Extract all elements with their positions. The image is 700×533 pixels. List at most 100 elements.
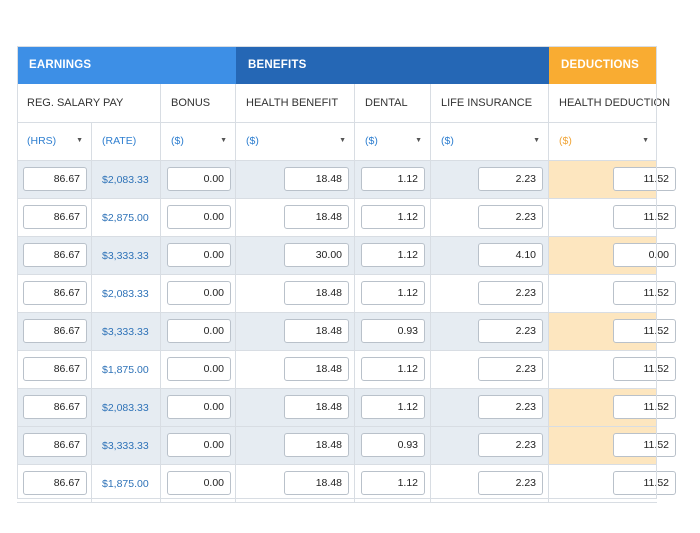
earnings-group-header: EARNINGS — [17, 46, 236, 84]
rate-link[interactable]: $3,333.33 — [102, 326, 149, 338]
dental-input[interactable]: 1.12 — [361, 167, 425, 191]
header-dental: DENTAL — [355, 84, 431, 122]
unit-header-row: (HRS) ▼ (RATE) ($) ▼ ($) ▼ ($) ▼ ($) ▼ ($) ▼ — [17, 122, 657, 161]
unit-label: ($) — [246, 135, 259, 147]
unit-dropdown-rate[interactable]: (RATE) — [92, 122, 161, 160]
benefits-group-header: BENEFITS — [236, 46, 549, 84]
rate-link[interactable]: $2,083.33 — [102, 174, 149, 186]
header-life-insurance: LIFE INSURANCE — [431, 84, 549, 122]
unit-label: ($) — [365, 135, 378, 147]
rate-link[interactable]: $1,875.00 — [102, 478, 149, 490]
life-insurance-input[interactable]: 2.23 — [478, 395, 543, 419]
health-benefit-input[interactable]: 18.48 — [284, 357, 349, 381]
dental-input[interactable]: 0.93 — [361, 433, 425, 457]
health-deduction-input[interactable]: 11.52 — [613, 471, 676, 495]
health-deduction-input[interactable]: 11.52 — [613, 357, 676, 381]
hrs-input[interactable]: 86.67 — [23, 167, 87, 191]
health-benefit-input[interactable]: 18.48 — [284, 167, 349, 191]
hrs-input[interactable]: 86.67 — [23, 433, 87, 457]
health-benefit-input[interactable]: 30.00 — [284, 243, 349, 267]
life-insurance-input[interactable]: 2.23 — [478, 319, 543, 343]
unit-dropdown-deduction[interactable]: ($) ▼ — [549, 122, 657, 160]
dropdown-arrow-icon: ▼ — [220, 137, 227, 144]
table-row: 86.67 $3,333.33 0.00 18.48 0.93 2.23 11.… — [17, 427, 676, 465]
rate-link[interactable]: $3,333.33 — [102, 250, 149, 262]
unit-label: (HRS) — [27, 135, 57, 147]
dropdown-arrow-icon: ▼ — [533, 137, 540, 144]
bonus-input[interactable]: 0.00 — [167, 357, 231, 381]
unit-label: (RATE) — [102, 135, 137, 147]
hrs-input[interactable]: 86.67 — [23, 281, 87, 305]
table-row: 86.67 $2,083.33 0.00 18.48 1.12 2.23 11.… — [17, 389, 676, 427]
life-insurance-input[interactable]: 2.23 — [478, 205, 543, 229]
life-insurance-input[interactable]: 2.23 — [478, 281, 543, 305]
dropdown-arrow-icon: ▼ — [642, 137, 649, 144]
unit-dropdown-bonus[interactable]: ($) ▼ — [161, 122, 236, 160]
dental-input[interactable]: 0.93 — [361, 319, 425, 343]
unit-dropdown-hrs[interactable]: (HRS) ▼ — [17, 122, 92, 160]
table-row: 86.67 $2,875.00 0.00 18.48 1.12 2.23 11.… — [17, 199, 676, 237]
unit-label: ($) — [171, 135, 184, 147]
health-deduction-input[interactable]: 0.00 — [613, 243, 676, 267]
life-insurance-input[interactable]: 2.23 — [478, 357, 543, 381]
dropdown-arrow-icon: ▼ — [415, 137, 422, 144]
hrs-input[interactable]: 86.67 — [23, 357, 87, 381]
unit-label: ($) — [559, 135, 572, 147]
dental-input[interactable]: 1.12 — [361, 395, 425, 419]
dental-input[interactable]: 1.12 — [361, 243, 425, 267]
unit-dropdown-life[interactable]: ($) ▼ — [431, 122, 549, 160]
hrs-input[interactable]: 86.67 — [23, 319, 87, 343]
hrs-input[interactable]: 86.67 — [23, 205, 87, 229]
hrs-input[interactable]: 86.67 — [23, 243, 87, 267]
dropdown-arrow-icon: ▼ — [76, 137, 83, 144]
table-row: 86.67 $1,875.00 0.00 18.48 1.12 2.23 11.… — [17, 351, 676, 389]
life-insurance-input[interactable]: 2.23 — [478, 471, 543, 495]
bonus-input[interactable]: 0.00 — [167, 167, 231, 191]
life-insurance-input[interactable]: 2.23 — [478, 433, 543, 457]
table-row: 86.67 $2,083.33 0.00 18.48 1.12 2.23 11.… — [17, 275, 676, 313]
column-header-row: REG. SALARY PAY BONUS HEALTH BENEFIT DEN… — [17, 84, 670, 123]
bonus-input[interactable]: 0.00 — [167, 243, 231, 267]
dropdown-arrow-icon: ▼ — [339, 137, 346, 144]
unit-dropdown-health[interactable]: ($) ▼ — [236, 122, 355, 160]
health-deduction-input[interactable]: 11.52 — [613, 167, 676, 191]
header-reg-salary-pay: REG. SALARY PAY — [17, 84, 161, 122]
dental-input[interactable]: 1.12 — [361, 471, 425, 495]
life-insurance-input[interactable]: 4.10 — [478, 243, 543, 267]
health-deduction-input[interactable]: 11.52 — [613, 395, 676, 419]
health-benefit-input[interactable]: 18.48 — [284, 281, 349, 305]
health-benefit-input[interactable]: 18.48 — [284, 205, 349, 229]
health-benefit-input[interactable]: 18.48 — [284, 471, 349, 495]
rate-link[interactable]: $2,083.33 — [102, 402, 149, 414]
unit-dropdown-dental[interactable]: ($) ▼ — [355, 122, 431, 160]
bonus-input[interactable]: 0.00 — [167, 205, 231, 229]
health-deduction-input[interactable]: 11.52 — [613, 319, 676, 343]
life-insurance-input[interactable]: 2.23 — [478, 167, 543, 191]
hrs-input[interactable]: 86.67 — [23, 395, 87, 419]
bonus-input[interactable]: 0.00 — [167, 319, 231, 343]
health-benefit-input[interactable]: 18.48 — [284, 395, 349, 419]
dental-input[interactable]: 1.12 — [361, 357, 425, 381]
health-deduction-input[interactable]: 11.52 — [613, 281, 676, 305]
hrs-input[interactable]: 86.67 — [23, 471, 87, 495]
table-row: 86.67 $3,333.33 0.00 18.48 0.93 2.23 11.… — [17, 313, 676, 351]
bonus-input[interactable]: 0.00 — [167, 471, 231, 495]
health-benefit-input[interactable]: 18.48 — [284, 319, 349, 343]
rate-link[interactable]: $2,875.00 — [102, 212, 149, 224]
deductions-group-header: DEDUCTIONS — [549, 46, 657, 84]
dental-input[interactable]: 1.12 — [361, 205, 425, 229]
bonus-input[interactable]: 0.00 — [167, 395, 231, 419]
table-row: 86.67 $3,333.33 0.00 30.00 1.12 4.10 0.0… — [17, 237, 676, 275]
dental-input[interactable]: 1.12 — [361, 281, 425, 305]
header-health-benefit: HEALTH BENEFIT — [236, 84, 355, 122]
unit-label: ($) — [441, 135, 454, 147]
bonus-input[interactable]: 0.00 — [167, 433, 231, 457]
health-deduction-input[interactable]: 11.52 — [613, 205, 676, 229]
health-benefit-input[interactable]: 18.48 — [284, 433, 349, 457]
rate-link[interactable]: $2,083.33 — [102, 288, 149, 300]
bonus-input[interactable]: 0.00 — [167, 281, 231, 305]
header-bonus: BONUS — [161, 84, 236, 122]
health-deduction-input[interactable]: 11.52 — [613, 433, 676, 457]
rate-link[interactable]: $1,875.00 — [102, 364, 149, 376]
rate-link[interactable]: $3,333.33 — [102, 440, 149, 452]
